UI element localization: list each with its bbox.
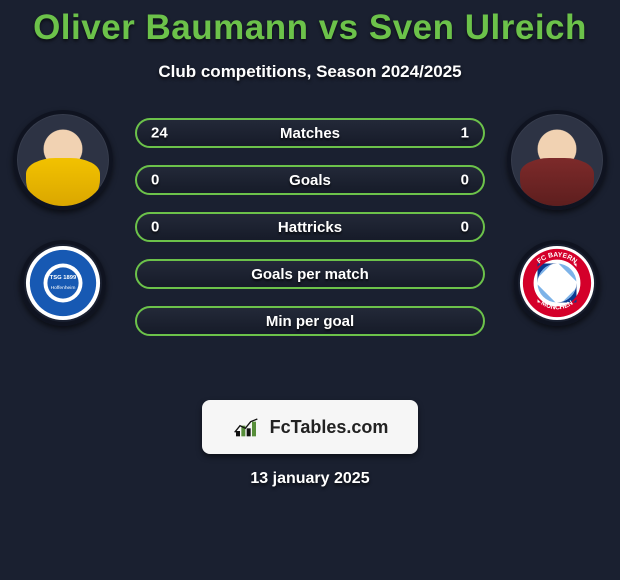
stat-left-value: 24 bbox=[151, 125, 168, 142]
stat-right-value: 0 bbox=[461, 219, 469, 236]
club-right-crest: FC BAYERN MÜNCHEN bbox=[514, 240, 600, 326]
date-stamp: 13 january 2025 bbox=[0, 470, 620, 488]
club-left-crest: TSG 1899 Hoffenheim bbox=[20, 240, 106, 326]
source-badge: FcTables.com bbox=[202, 400, 418, 454]
player-left-avatar bbox=[13, 110, 113, 210]
stat-row-matches: 24 Matches 1 bbox=[135, 118, 485, 148]
stat-label: Goals per match bbox=[251, 266, 369, 283]
svg-text:Hoffenheim: Hoffenheim bbox=[51, 285, 76, 291]
stat-label: Goals bbox=[289, 172, 331, 189]
stat-label: Min per goal bbox=[266, 313, 354, 330]
source-badge-rest: Tables.com bbox=[291, 417, 389, 437]
stat-right-value: 0 bbox=[461, 172, 469, 189]
source-badge-bold: Fc bbox=[270, 417, 291, 437]
svg-text:TSG 1899: TSG 1899 bbox=[50, 275, 77, 281]
bar-chart-icon bbox=[232, 415, 264, 439]
bayern-crest-icon: FC BAYERN MÜNCHEN bbox=[518, 244, 596, 322]
hoffenheim-crest-icon: TSG 1899 Hoffenheim bbox=[24, 244, 102, 322]
stat-label: Hattricks bbox=[278, 219, 342, 236]
stat-rows: 24 Matches 1 0 Goals 0 0 Hattricks 0 Goa… bbox=[135, 118, 485, 336]
stat-right-value: 1 bbox=[461, 125, 469, 142]
stat-row-goals: 0 Goals 0 bbox=[135, 165, 485, 195]
stat-left-value: 0 bbox=[151, 219, 159, 236]
stat-label: Matches bbox=[280, 125, 340, 142]
source-badge-text: FcTables.com bbox=[270, 417, 389, 438]
player-right-column: FC BAYERN MÜNCHEN bbox=[502, 110, 612, 326]
comparison-body: TSG 1899 Hoffenheim bbox=[0, 110, 620, 370]
page-title: Oliver Baumann vs Sven Ulreich bbox=[0, 8, 620, 48]
stat-row-hattricks: 0 Hattricks 0 bbox=[135, 212, 485, 242]
player-left-column: TSG 1899 Hoffenheim bbox=[8, 110, 118, 326]
stat-row-goals-per-match: Goals per match bbox=[135, 259, 485, 289]
comparison-card: Oliver Baumann vs Sven Ulreich Club comp… bbox=[0, 0, 620, 580]
stat-left-value: 0 bbox=[151, 172, 159, 189]
stat-row-min-per-goal: Min per goal bbox=[135, 306, 485, 336]
player-right-avatar bbox=[507, 110, 607, 210]
subtitle: Club competitions, Season 2024/2025 bbox=[0, 62, 620, 82]
